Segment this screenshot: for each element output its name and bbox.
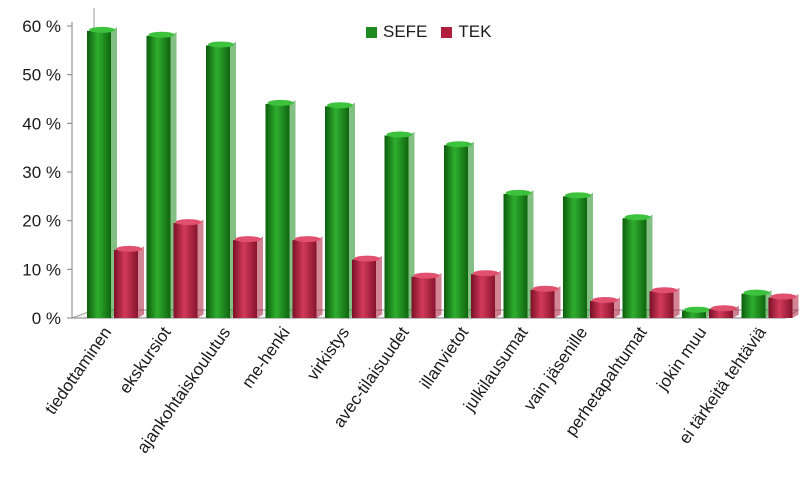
legend-label-sefe: SEFE <box>383 22 428 41</box>
bar-tek <box>233 236 263 318</box>
bar-tek <box>173 219 204 318</box>
y-tick-label: 0 % <box>32 309 61 328</box>
bar-tek <box>530 285 561 318</box>
x-tick-label: virkistys <box>303 323 353 383</box>
bar-tek <box>590 296 620 318</box>
bar-sefe <box>563 192 593 318</box>
bars <box>87 26 799 319</box>
bar-sefe <box>622 214 653 318</box>
legend-item-tek: TEK <box>441 22 491 42</box>
bar-sefe <box>503 189 534 318</box>
bar-tek <box>352 255 382 318</box>
legend: SEFE TEK <box>366 22 505 42</box>
y-tick-label: 40 % <box>22 114 61 133</box>
x-tick-label: tiedottaminen <box>41 323 115 418</box>
bar-tek <box>471 270 501 318</box>
bar-sefe <box>265 99 296 319</box>
x-tick-label: me-henki <box>238 323 294 391</box>
bar-tek <box>649 287 680 318</box>
x-tick-label: ekskursiot <box>115 323 175 397</box>
legend-item-sefe: SEFE <box>366 22 427 42</box>
bar-tek <box>411 272 442 318</box>
x-tick-label: jokin muu <box>652 323 710 394</box>
bar-sefe <box>444 141 474 318</box>
bar-sefe <box>206 41 236 318</box>
bar-tek <box>292 236 323 318</box>
bar-tek <box>114 245 144 318</box>
y-tick-label: 10 % <box>22 260 61 279</box>
legend-swatch-sefe <box>366 26 377 38</box>
y-tick-label: 20 % <box>22 212 61 231</box>
bar-tek <box>709 305 739 318</box>
bar-sefe <box>741 289 772 318</box>
y-tick-label: 60 % <box>22 17 61 36</box>
x-tick-label: illanvietot <box>416 323 472 392</box>
legend-swatch-tek <box>441 26 453 38</box>
y-tick-labels: 0 % 10 % 20 % 30 % 40 % 50 % 60 % <box>22 17 72 328</box>
y-tick-label: 50 % <box>22 66 61 85</box>
bar-sefe <box>325 102 355 318</box>
y-tick-label: 30 % <box>22 163 61 182</box>
bar-sefe <box>87 26 117 319</box>
bar-sefe <box>146 31 177 319</box>
bar-tek <box>768 293 799 318</box>
legend-label-tek: TEK <box>458 22 492 41</box>
bar-sefe <box>682 306 712 318</box>
bar-sefe <box>384 131 415 318</box>
x-tick-labels: tiedottaminen ekskursiotajankohtaiskoulut… <box>41 323 770 457</box>
